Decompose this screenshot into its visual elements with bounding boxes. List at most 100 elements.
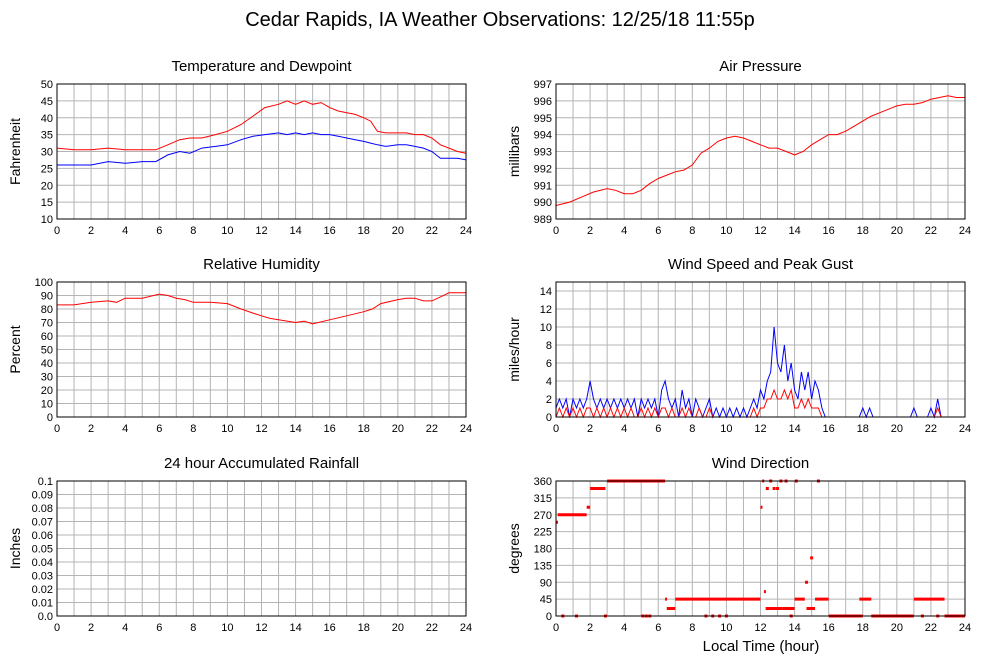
x-tick-label: 18 — [358, 225, 370, 237]
page-title: Cedar Rapids, IA Weather Observations: 1… — [245, 9, 755, 31]
y-tick-label: 0.03 — [32, 571, 53, 583]
y-tick-label: 100 — [35, 277, 53, 289]
y-tick-label: 0.09 — [32, 490, 53, 502]
y-tick-label: 315 — [534, 493, 552, 505]
y-tick-label: 0 — [546, 412, 552, 424]
x-tick-label: 24 — [959, 423, 971, 435]
x-tick-label: 16 — [324, 225, 336, 237]
chart-title: 24 hour Accumulated Rainfall — [164, 455, 359, 472]
temp-series-1 — [57, 132, 467, 166]
direction-run — [859, 597, 872, 601]
direction-point — [765, 487, 769, 490]
y-tick-label: 10 — [540, 322, 552, 334]
x-tick-label: 14 — [289, 423, 301, 435]
chart-title: Temperature and Dewpoint — [171, 58, 352, 75]
y-tick-label: 997 — [534, 79, 552, 91]
x-tick-label: 8 — [689, 622, 695, 634]
direction-run — [806, 607, 816, 610]
x-tick-label: 2 — [587, 423, 593, 435]
y-tick-label: 4 — [546, 376, 552, 388]
y-tick-label: 0.0 — [38, 611, 53, 623]
x-tick-label: 8 — [689, 225, 695, 237]
y-tick-label: 0.05 — [32, 544, 53, 556]
y-tick-label: 990 — [534, 197, 552, 209]
x-tick-label: 22 — [925, 622, 937, 634]
x-tick-label: 24 — [959, 622, 971, 634]
chart-title: Wind Speed and Peak Gust — [668, 256, 854, 273]
y-tick-label: 10 — [41, 214, 53, 226]
humidity-series-0 — [57, 292, 466, 325]
y-tick-label: 70 — [41, 318, 53, 330]
y-tick-label: 45 — [41, 96, 53, 108]
y-tick-label: 225 — [534, 527, 552, 539]
y-axis-label: Inches — [7, 528, 23, 569]
direction-run — [675, 597, 761, 601]
y-tick-label: 991 — [534, 180, 552, 192]
x-tick-label: 12 — [255, 423, 267, 435]
x-tick-label: 18 — [358, 423, 370, 435]
direction-run — [763, 590, 766, 594]
x-tick-label: 20 — [891, 622, 903, 634]
plot-frame — [56, 281, 467, 418]
x-tick-label: 18 — [358, 622, 370, 634]
y-tick-label: 45 — [540, 594, 552, 606]
y-tick-label: 15 — [41, 197, 53, 209]
y-tick-label: 2 — [546, 394, 552, 406]
y-tick-label: 20 — [41, 385, 53, 397]
x-tick-label: 16 — [324, 423, 336, 435]
x-tick-label: 24 — [460, 423, 472, 435]
x-tick-label: 18 — [857, 622, 869, 634]
y-tick-label: 25 — [41, 163, 53, 175]
y-tick-label: 0.04 — [32, 557, 53, 569]
pressure-chart: 0 2 4 6 8 10 12 14 16 18 20 22 249899909919929939949… — [506, 58, 971, 237]
y-tick-label: 0.07 — [32, 517, 53, 529]
y-tick-label: 10 — [41, 399, 53, 411]
y-tick-label: 0.08 — [32, 503, 53, 515]
x-tick-label: 0 — [54, 423, 60, 435]
x-tick-label: 16 — [823, 225, 835, 237]
x-tick-label: 2 — [88, 622, 94, 634]
direction-point — [810, 556, 814, 560]
x-tick-label: 12 — [255, 225, 267, 237]
direction-run — [760, 505, 763, 509]
rain-chart: 0 2 4 6 8 10 12 14 16 18 20 22 240.00.010.020.030.04… — [7, 455, 472, 634]
x-tick-label: 14 — [788, 622, 800, 634]
direction-run — [794, 597, 805, 601]
y-tick-label: 992 — [534, 163, 552, 175]
x-tick-label: 6 — [156, 423, 162, 435]
x-tick-label: 16 — [823, 622, 835, 634]
y-tick-label: 30 — [41, 372, 53, 384]
x-tick-label: 10 — [221, 225, 233, 237]
y-tick-label: 993 — [534, 147, 552, 159]
x-tick-label: 14 — [788, 225, 800, 237]
x-tick-label: 8 — [190, 622, 196, 634]
y-tick-label: 14 — [540, 286, 552, 298]
x-tick-label: 22 — [925, 225, 937, 237]
direction-run — [665, 597, 668, 601]
y-axis-label: Fahrenheit — [7, 118, 23, 185]
direction-run — [557, 513, 587, 517]
pressure-series-0 — [555, 95, 965, 206]
x-tick-label: 4 — [621, 622, 627, 634]
x-axis-label: Local Time (hour) — [703, 638, 820, 655]
y-tick-label: 995 — [534, 113, 552, 125]
x-tick-label: 20 — [392, 423, 404, 435]
x-tick-label: 22 — [925, 423, 937, 435]
x-tick-label: 2 — [587, 225, 593, 237]
y-tick-label: 40 — [41, 358, 53, 370]
x-tick-label: 18 — [857, 423, 869, 435]
x-tick-label: 4 — [122, 622, 128, 634]
direction-run — [782, 607, 795, 610]
x-tick-label: 14 — [788, 423, 800, 435]
x-tick-label: 4 — [122, 225, 128, 237]
plot-frame — [56, 480, 467, 617]
direction-run — [666, 607, 676, 610]
direction-run — [556, 520, 558, 524]
x-tick-label: 10 — [720, 423, 732, 435]
x-tick-label: 16 — [324, 622, 336, 634]
humidity-chart: 0 2 4 6 8 10 12 14 16 18 20 22 240102030405060708090… — [7, 256, 472, 435]
x-tick-label: 10 — [221, 622, 233, 634]
direction-point — [776, 487, 780, 490]
direction-point — [805, 580, 809, 584]
